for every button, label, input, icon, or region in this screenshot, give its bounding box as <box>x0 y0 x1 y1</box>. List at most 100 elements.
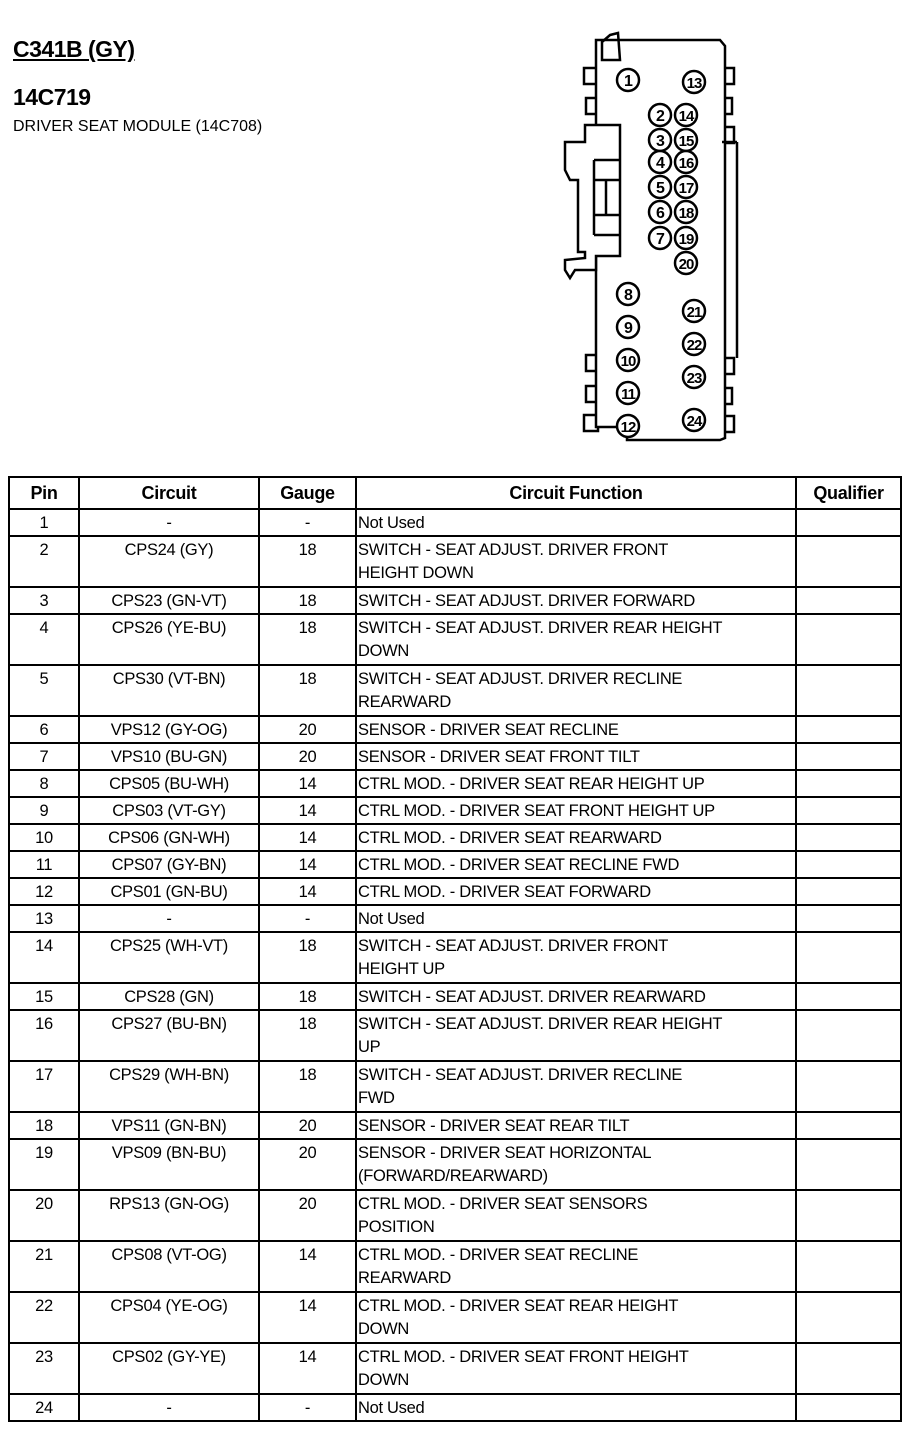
function-cell: Not Used <box>355 1393 797 1422</box>
function-cell: SWITCH - SEAT ADJUST. DRIVER RECLINE REA… <box>355 664 797 717</box>
pin-number: 11 <box>621 386 636 403</box>
part-number: 14C719 <box>13 84 91 110</box>
connector-pin: 22 <box>681 331 707 357</box>
circuit-cell: RPS13 (GN-OG) <box>78 1189 260 1242</box>
pin-number: 19 <box>679 231 694 248</box>
pin-cell: 24 <box>8 1393 80 1422</box>
table-header-row: Pin Circuit Gauge Circuit Function Quali… <box>8 476 902 510</box>
function-cell: SWITCH - SEAT ADJUST. DRIVER FORWARD <box>355 586 797 615</box>
pin-circle <box>673 225 699 251</box>
gauge-cell: 18 <box>258 1060 357 1113</box>
circuit-cell: VPS10 (BU-GN) <box>78 742 260 771</box>
table-row: 18 VPS11 (GN-BN) 20 SENSOR - DRIVER SEAT RE… <box>8 1111 902 1140</box>
pin-circle <box>647 225 673 251</box>
pin-number: 3 <box>656 133 665 150</box>
pin-circle <box>615 314 641 340</box>
qualifier-cell <box>795 823 902 852</box>
pin-cell: 17 <box>8 1060 80 1113</box>
gauge-cell: - <box>258 1393 357 1422</box>
circuit-cell: CPS08 (VT-OG) <box>78 1240 260 1293</box>
connector-pin: 14 <box>673 102 699 128</box>
connector-pin: 18 <box>673 199 699 225</box>
pin-number: 23 <box>687 370 702 387</box>
pin-number: 14 <box>679 108 695 125</box>
gauge-cell: 20 <box>258 1111 357 1140</box>
connector-pin: 16 <box>673 149 699 175</box>
connector-pin: 19 <box>673 225 699 251</box>
gauge-cell: - <box>258 508 357 537</box>
gauge-cell: 20 <box>258 1189 357 1242</box>
gauge-cell: 14 <box>258 1291 357 1344</box>
table-row: 15 CPS28 (GN) 18 SWITCH - SEAT ADJUST. DRIV… <box>8 982 902 1011</box>
pin-number: 22 <box>687 337 702 354</box>
circuit-cell: CPS05 (BU-WH) <box>78 769 260 798</box>
table-row: 11 CPS07 (GY-BN) 14 CTRL MOD. - DRIVER SEAT… <box>8 850 902 879</box>
table-row: 8 CPS05 (BU-WH) 14 CTRL MOD. - DRIVER SEAT … <box>8 769 902 798</box>
table-row: 19 VPS09 (BN-BU) 20 SENSOR - DRIVER SEAT HO… <box>8 1138 902 1191</box>
qualifier-cell <box>795 769 902 798</box>
connector-pin: 3 <box>647 127 673 153</box>
qualifier-cell <box>795 613 902 666</box>
circuit-cell: CPS28 (GN) <box>78 982 260 1011</box>
connector-pin: 5 <box>647 174 673 200</box>
pin-number: 13 <box>687 75 702 92</box>
pin-number: 17 <box>679 180 694 197</box>
gauge-cell: 18 <box>258 586 357 615</box>
pin-number: 6 <box>656 205 665 222</box>
function-cell: SWITCH - SEAT ADJUST. DRIVER FRONT HEIGH… <box>355 931 797 984</box>
connector-pin: 24 <box>681 407 707 433</box>
gauge-cell: 14 <box>258 796 357 825</box>
circuit-cell: - <box>78 508 260 537</box>
function-cell: CTRL MOD. - DRIVER SEAT SENSORS POSITION <box>355 1189 797 1242</box>
pin-circle <box>647 199 673 225</box>
function-cell: CTRL MOD. - DRIVER SEAT FRONT HEIGHT DOW… <box>355 1342 797 1395</box>
circuit-cell: CPS01 (GN-BU) <box>78 877 260 906</box>
pin-cell: 22 <box>8 1291 80 1344</box>
table-row: 23 CPS02 (GY-YE) 14 CTRL MOD. - DRIVER SEAT… <box>8 1342 902 1395</box>
qualifier-cell <box>795 1393 902 1422</box>
column-header-circuit: Circuit <box>78 476 260 510</box>
circuit-cell: - <box>78 1393 260 1422</box>
qualifier-cell <box>795 742 902 771</box>
column-header-pin: Pin <box>8 476 80 510</box>
function-cell: Not Used <box>355 904 797 933</box>
gauge-cell: 18 <box>258 535 357 588</box>
qualifier-cell <box>795 877 902 906</box>
pin-cell: 8 <box>8 769 80 798</box>
table-row: 2 CPS24 (GY) 18 SWITCH - SEAT ADJUST. DRIVE… <box>8 535 902 588</box>
connector-pin: 12 <box>615 413 641 439</box>
circuit-cell: CPS06 (GN-WH) <box>78 823 260 852</box>
pin-circle <box>673 102 699 128</box>
qualifier-cell <box>795 1060 902 1113</box>
gauge-cell: 20 <box>258 742 357 771</box>
pin-number: 1 <box>624 73 633 90</box>
pinout-table: Pin Circuit Gauge Circuit Function Quali… <box>8 476 902 1422</box>
function-cell: SENSOR - DRIVER SEAT RECLINE <box>355 715 797 744</box>
qualifier-cell <box>795 931 902 984</box>
qualifier-cell <box>795 1138 902 1191</box>
pin-circle <box>647 174 673 200</box>
function-cell: SWITCH - SEAT ADJUST. DRIVER RECLINE FWD <box>355 1060 797 1113</box>
pin-circle <box>681 331 707 357</box>
qualifier-cell <box>795 1342 902 1395</box>
circuit-cell: CPS23 (GN-VT) <box>78 586 260 615</box>
function-cell: CTRL MOD. - DRIVER SEAT RECLINE REARWARD <box>355 1240 797 1293</box>
gauge-cell: 14 <box>258 877 357 906</box>
pin-circle <box>615 281 641 307</box>
pin-circle <box>681 407 707 433</box>
connector-pin: 15 <box>673 127 699 153</box>
pin-cell: 20 <box>8 1189 80 1242</box>
connector-title: C341B (GY) <box>13 36 135 62</box>
pin-circle <box>673 174 699 200</box>
function-cell: SENSOR - DRIVER SEAT REAR TILT <box>355 1111 797 1140</box>
pin-cell: 19 <box>8 1138 80 1191</box>
qualifier-cell <box>795 508 902 537</box>
connector-pin: 1 <box>615 67 641 93</box>
pin-number: 24 <box>687 413 703 430</box>
table-row: 10 CPS06 (GN-WH) 14 CTRL MOD. - DRIVER SEAT… <box>8 823 902 852</box>
function-cell: Not Used <box>355 508 797 537</box>
circuit-cell: CPS24 (GY) <box>78 535 260 588</box>
table-row: 14 CPS25 (WH-VT) 18 SWITCH - SEAT ADJUST. D… <box>8 931 902 984</box>
pin-cell: 7 <box>8 742 80 771</box>
